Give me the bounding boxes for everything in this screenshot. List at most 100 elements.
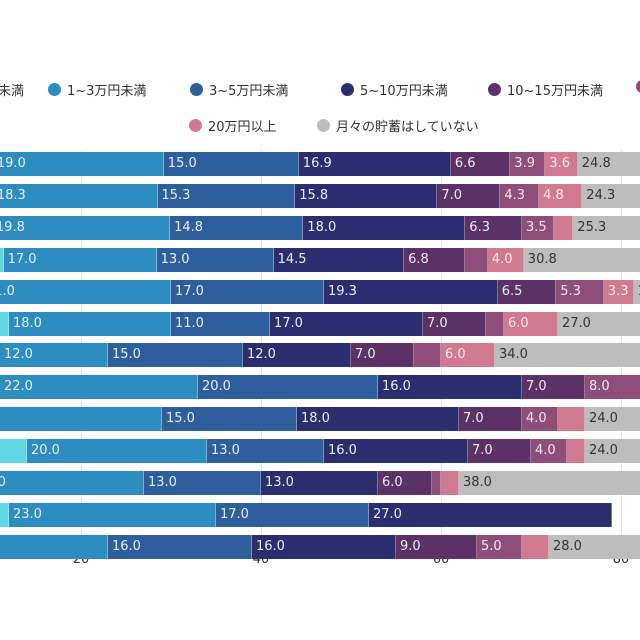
legend-item-1: 1~3万円未満: [48, 80, 146, 99]
legend-item-3: 5~10万円未満: [341, 80, 448, 99]
data-label: 3.5: [526, 219, 547, 235]
legend-item-2: 3~5万円未満: [190, 80, 288, 99]
bar-segment: [441, 471, 459, 495]
bar-segment: [441, 343, 495, 368]
bar-segment: [0, 279, 171, 304]
data-label: 7.0: [441, 187, 463, 203]
bar-segment: [539, 183, 583, 208]
bar-segment: [577, 152, 640, 176]
bar-segment: [0, 407, 162, 432]
bar-segment: [504, 311, 558, 336]
data-label: 4.3: [504, 187, 526, 203]
bar-segment: [585, 407, 640, 432]
bar-segment: [157, 183, 296, 208]
data-label: 16.0: [382, 379, 411, 395]
bar-segment: [261, 471, 378, 495]
data-label: 6.0: [445, 347, 466, 363]
data-label: 27.0: [562, 315, 591, 331]
data-label: 17.0: [220, 506, 249, 522]
bar-segment: [0, 183, 158, 208]
bar-segment: [585, 439, 640, 464]
data-label: 18.6: [634, 280, 640, 304]
bar-segment: [252, 534, 396, 559]
data-label: 19.0: [0, 475, 6, 490]
data-label: 18.0: [307, 219, 337, 235]
bar-segment: [437, 183, 501, 208]
data-label: 4.0: [526, 411, 547, 427]
bar-segment: [351, 343, 414, 368]
bar-segment: [243, 343, 351, 368]
legend-dot-icon: [189, 119, 202, 132]
data-label: 7.0: [463, 411, 484, 427]
bar-segment: [273, 247, 405, 272]
legend-dot-icon: [48, 83, 61, 96]
data-label: 24.3: [586, 187, 616, 203]
legend-item-0: 未満: [0, 80, 24, 99]
bar-segment: [9, 311, 171, 336]
legend-dot-icon: [488, 83, 501, 96]
data-label: 3.9: [514, 156, 535, 171]
bar-segment: [522, 375, 585, 400]
data-label: 7.0: [472, 443, 493, 459]
data-label: 19.8: [0, 219, 25, 235]
data-label: 27.0: [373, 506, 402, 522]
data-label: 20.0: [202, 379, 231, 395]
legend-label: 20万円以上: [208, 120, 277, 135]
legend-item-5: [636, 80, 640, 93]
bar-segment: [558, 407, 585, 432]
bar-segment: [522, 407, 558, 432]
bar-segment: [477, 534, 522, 559]
bar-segment: [171, 311, 270, 336]
data-label: 6.3: [469, 219, 490, 235]
legend-label: 10~15万円未満: [507, 84, 603, 99]
bar-segment: [0, 534, 108, 559]
bar-segment: [378, 471, 432, 495]
data-label: 13.0: [148, 475, 177, 490]
bar-segment: [459, 471, 640, 495]
bar-segment: [0, 439, 27, 464]
data-label: 8.0: [589, 379, 610, 395]
legend-label: 月々の貯蓄はしていない: [336, 120, 479, 135]
data-label: 38.0: [463, 475, 492, 490]
legend-dot-icon: [190, 83, 203, 96]
bar-segment: [0, 215, 171, 240]
data-label: 4.8: [543, 187, 564, 203]
data-label: 25.3: [577, 219, 607, 235]
bar-segment: [549, 534, 640, 559]
data-label: 19.0: [0, 156, 26, 171]
data-label: 9.0: [400, 538, 421, 554]
bar-segment: [170, 215, 304, 240]
data-label: 12.0: [4, 347, 33, 363]
data-label: 24.0: [589, 443, 618, 459]
legend-dot-icon: [341, 83, 354, 96]
bar-segment: [156, 247, 274, 272]
bar-segment: [0, 502, 9, 527]
data-label: 16.0: [112, 538, 141, 554]
data-label: 21.0: [0, 283, 15, 299]
legend-item-4: 10~15万円未満: [488, 80, 603, 99]
data-label: 20.0: [31, 443, 60, 459]
data-label: 16.0: [328, 443, 357, 459]
bar-segment: [378, 375, 522, 400]
data-label: 6.6: [454, 156, 476, 171]
data-label: 28.0: [553, 538, 582, 554]
bar-segment: [495, 343, 640, 368]
legend-item-6: 20万円以上: [189, 116, 277, 135]
data-label: 12.0: [247, 347, 276, 363]
data-label: 15.0: [112, 347, 141, 363]
bar-segment: [585, 375, 640, 400]
bar-segment: [486, 311, 504, 336]
legend-label: 3~5万円未満: [209, 84, 289, 99]
bar-segment: [163, 152, 299, 176]
bar-segment: [573, 215, 640, 240]
legend-label: 1~3万円未満: [67, 84, 147, 99]
bar-segment: [0, 343, 108, 368]
bar-segment: [582, 183, 640, 208]
bar-segment: [567, 439, 585, 464]
data-label: 23.0: [13, 506, 42, 522]
bar-segment: [3, 247, 157, 272]
data-label: 24.0: [589, 411, 618, 427]
bar-segment: [531, 439, 567, 464]
data-label: 14.8: [174, 219, 204, 235]
